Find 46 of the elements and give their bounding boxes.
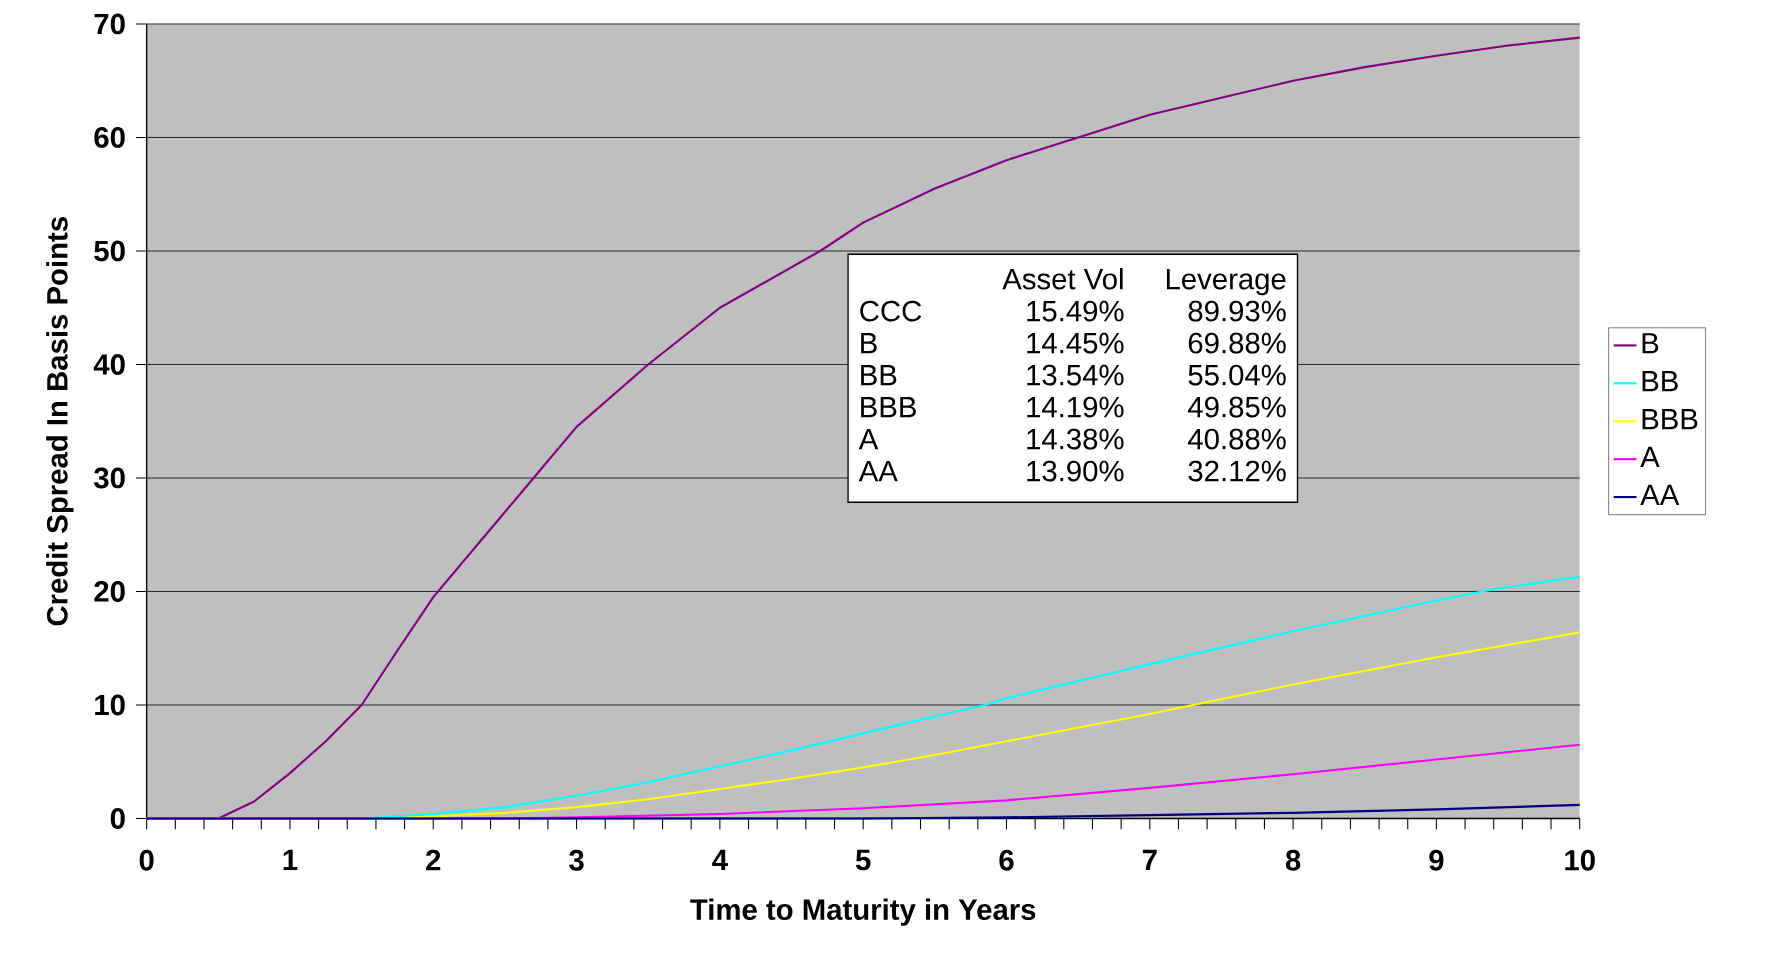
annotation: 32.12%	[1188, 460, 1286, 482]
annotation: BBB	[861, 396, 916, 417]
x-tick-label: 0	[139, 849, 154, 871]
legend-label: A	[1640, 446, 1660, 467]
x-tick-label: 6	[999, 849, 1014, 871]
annotation: 13.90%	[1027, 460, 1124, 482]
y-tick-label: 60	[94, 126, 125, 148]
y-tick-label: 40	[93, 353, 125, 375]
annotation: 14.19%	[1027, 396, 1124, 418]
annotation: 14.38%	[1027, 428, 1124, 450]
x-tick-label: 1	[283, 849, 298, 870]
legend-label: BBB	[1642, 408, 1698, 429]
annotation: 49.85%	[1188, 396, 1286, 418]
x-tick-label: 4	[712, 849, 728, 870]
x-tick-label: 8	[1285, 849, 1301, 871]
legend-label: BB	[1642, 370, 1678, 391]
y-tick-label: 30	[93, 467, 125, 489]
legend-label: AA	[1640, 484, 1680, 505]
annotation: 89.93%	[1188, 300, 1286, 322]
annotation: B	[861, 332, 877, 353]
annotation: CCC	[860, 300, 922, 322]
y-tick-label: 70	[94, 13, 125, 35]
legend-label: B	[1642, 332, 1659, 354]
x-tick-label: 3	[569, 849, 584, 871]
annotation: 14.45%	[1027, 332, 1124, 354]
annotation: A	[858, 428, 879, 449]
y-tick-label: 50	[94, 240, 125, 262]
annotation: AA	[858, 460, 898, 481]
annotation: 13.54%	[1027, 364, 1124, 386]
x-tick-label: 7	[1142, 849, 1157, 870]
x-tick-label: 9	[1429, 849, 1444, 871]
annotation: 40.88%	[1188, 428, 1286, 450]
x-tick-label: 5	[855, 849, 871, 871]
annotation: 69.88%	[1188, 332, 1286, 354]
x-tick-label: 10	[1565, 849, 1595, 871]
y-tick-label: 10	[95, 694, 125, 716]
annotation: Leverage	[1166, 268, 1286, 296]
y-tick-label: 20	[94, 580, 125, 602]
x-tick-label: 2	[426, 849, 441, 871]
y-tick-label: 0	[110, 807, 125, 829]
annotation: Asset Vol	[1002, 267, 1123, 290]
annotation: 15.49%	[1027, 300, 1124, 322]
y-axis-title: Credit Spread In Basis Points	[46, 216, 74, 626]
x-axis-title: Time to Maturity in Years	[690, 898, 1036, 926]
annotation: 55.04%	[1188, 364, 1286, 386]
annotation: BB	[861, 364, 897, 385]
